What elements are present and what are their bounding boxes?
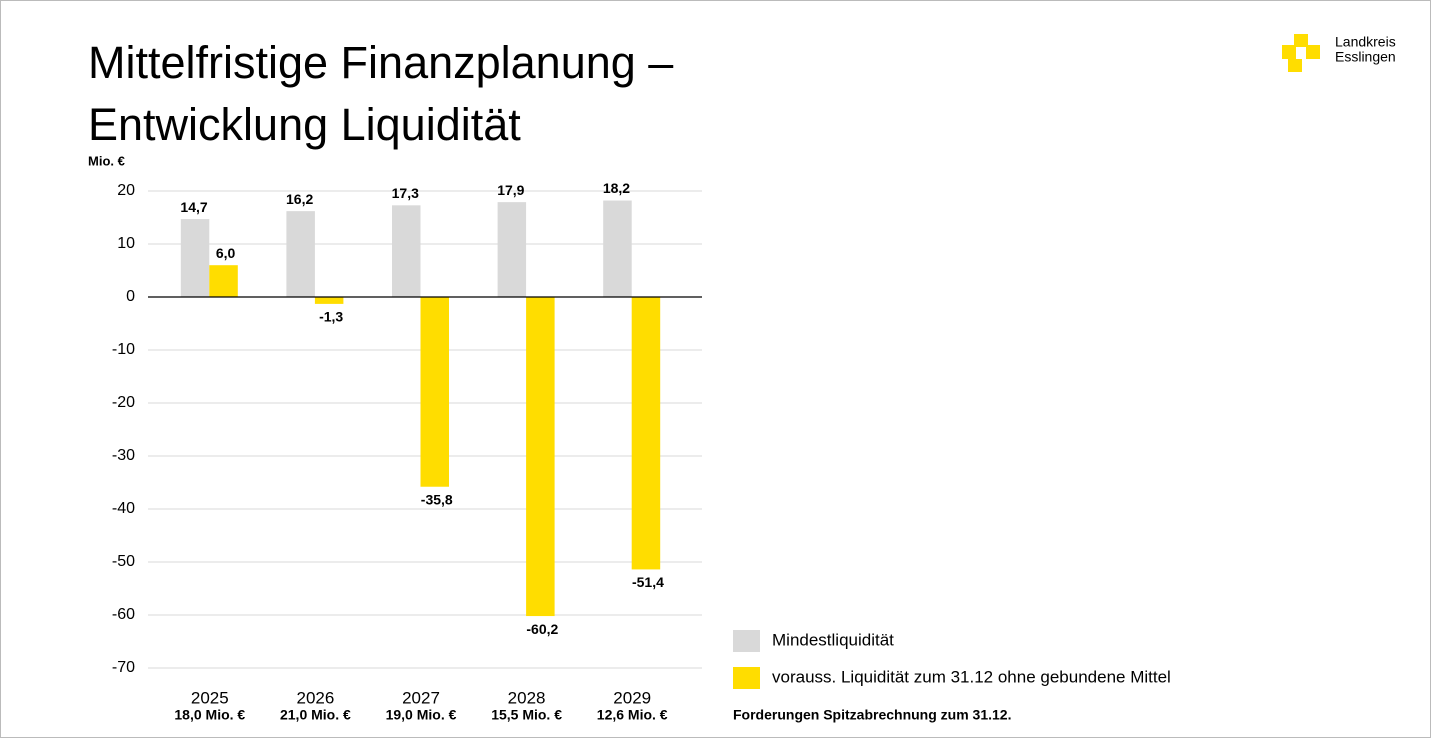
y-tick-label: -70 xyxy=(112,659,135,676)
title: Entwicklung Liquidität xyxy=(88,99,521,150)
data-label: -1,3 xyxy=(319,309,343,325)
bar xyxy=(209,265,238,297)
y-tick-label: -10 xyxy=(112,341,135,358)
y-axis-unit: Mio. € xyxy=(88,153,125,168)
bar xyxy=(631,297,661,570)
legend-swatch xyxy=(733,630,760,652)
data-label: -60,2 xyxy=(526,621,558,637)
data-label: 18,2 xyxy=(603,180,630,196)
bar xyxy=(420,297,449,487)
logo-square xyxy=(1294,34,1308,47)
logo-square xyxy=(1306,45,1320,59)
y-tick-label: -60 xyxy=(112,606,135,623)
bar xyxy=(603,200,632,297)
data-label: 17,3 xyxy=(392,185,419,201)
data-label: -35,8 xyxy=(421,491,453,507)
y-tick-label: -40 xyxy=(112,500,135,517)
receivable-label: 15,5 Mio. € xyxy=(491,707,562,723)
bar xyxy=(497,202,527,297)
logo-text: Landkreis xyxy=(1335,34,1396,50)
y-tick-label: -30 xyxy=(112,447,135,464)
x-tick-label: 2029 xyxy=(613,688,651,707)
logo-square xyxy=(1288,59,1302,72)
x-tick-label: 2026 xyxy=(296,688,334,707)
data-label: 14,7 xyxy=(180,199,207,215)
receivables-title: Forderungen Spitzabrechnung zum 31.12. xyxy=(733,707,1011,723)
y-tick-label: -50 xyxy=(112,553,135,570)
receivable-label: 12,6 Mio. € xyxy=(597,707,668,723)
bar xyxy=(392,205,421,297)
y-tick-label: -20 xyxy=(112,394,135,411)
receivable-label: 19,0 Mio. € xyxy=(386,707,457,723)
y-tick-label: 10 xyxy=(117,235,135,252)
bar xyxy=(526,297,555,617)
y-tick-label: 20 xyxy=(117,182,135,199)
receivable-label: 21,0 Mio. € xyxy=(280,707,351,723)
title: Mittelfristige Finanzplanung – xyxy=(88,37,673,88)
receivable-label: 18,0 Mio. € xyxy=(174,707,245,723)
bar xyxy=(180,219,210,297)
logo-square xyxy=(1282,45,1296,59)
logo-text: Esslingen xyxy=(1335,49,1396,65)
legend-label: Mindestliquidität xyxy=(772,630,894,649)
data-label: 17,9 xyxy=(497,182,524,198)
legend-label: vorauss. Liquidität zum 31.12 ohne gebun… xyxy=(772,667,1171,686)
logo xyxy=(1282,34,1320,72)
data-label: 6,0 xyxy=(216,245,236,261)
legend-swatch xyxy=(733,667,760,689)
bar xyxy=(314,297,344,304)
y-tick-label: 0 xyxy=(126,288,135,305)
data-label: -51,4 xyxy=(632,574,664,590)
bar xyxy=(286,211,315,297)
data-label: 16,2 xyxy=(286,191,313,207)
x-tick-label: 2025 xyxy=(191,688,229,707)
x-tick-label: 2028 xyxy=(508,688,546,707)
x-tick-label: 2027 xyxy=(402,688,440,707)
